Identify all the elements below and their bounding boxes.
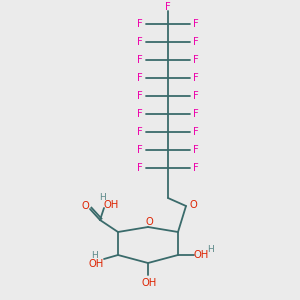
Text: O: O xyxy=(189,200,197,210)
Text: H: H xyxy=(207,245,213,254)
Text: F: F xyxy=(193,91,199,101)
Text: F: F xyxy=(137,73,143,83)
Text: O: O xyxy=(81,201,89,211)
Text: F: F xyxy=(137,37,143,47)
Text: F: F xyxy=(193,73,199,83)
Text: F: F xyxy=(193,127,199,137)
Text: OH: OH xyxy=(141,278,157,288)
Text: H: H xyxy=(91,250,98,260)
Text: OH: OH xyxy=(194,250,208,260)
Text: OH: OH xyxy=(88,259,104,269)
Text: F: F xyxy=(137,19,143,29)
Text: F: F xyxy=(137,91,143,101)
Text: F: F xyxy=(137,55,143,65)
Text: F: F xyxy=(193,163,199,173)
Text: F: F xyxy=(193,37,199,47)
Text: F: F xyxy=(165,2,171,12)
Text: F: F xyxy=(193,109,199,119)
Text: F: F xyxy=(193,19,199,29)
Text: H: H xyxy=(99,194,105,202)
Text: F: F xyxy=(193,145,199,155)
Text: F: F xyxy=(137,109,143,119)
Text: F: F xyxy=(137,145,143,155)
Text: O: O xyxy=(145,217,153,227)
Text: F: F xyxy=(137,127,143,137)
Text: F: F xyxy=(137,163,143,173)
Text: OH: OH xyxy=(103,200,118,210)
Text: F: F xyxy=(193,55,199,65)
